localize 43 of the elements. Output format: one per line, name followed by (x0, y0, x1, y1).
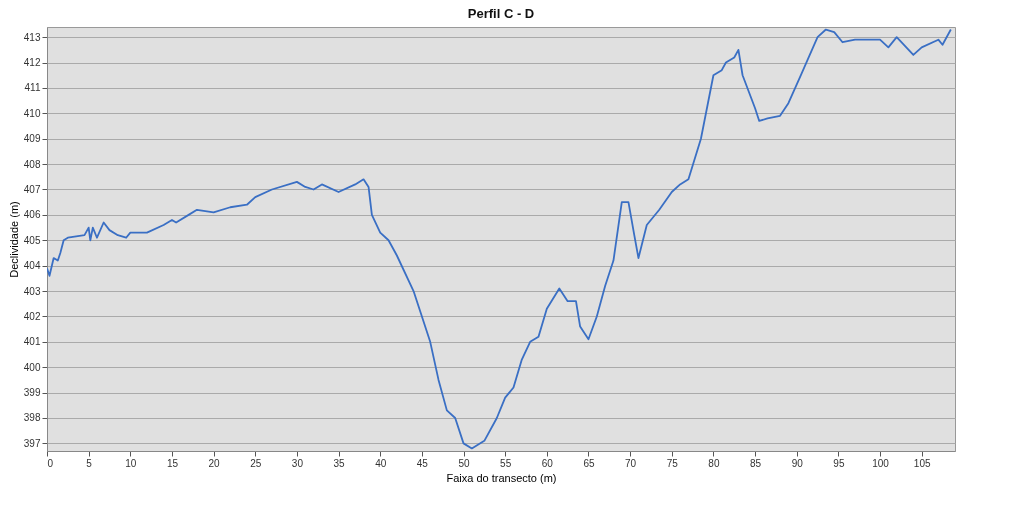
y-tick-label: 403 (23, 285, 41, 297)
y-tick-label: 407 (23, 183, 41, 195)
x-tick-label: 75 (666, 457, 679, 469)
x-tick-label: 0 (47, 457, 54, 469)
x-tick-label: 50 (458, 457, 471, 469)
y-tick-label: 401 (23, 336, 41, 348)
y-tick-label: 399 (23, 387, 41, 399)
x-axis-title: Faixa do transecto (m) (446, 471, 557, 484)
y-tick-label: 406 (23, 209, 41, 221)
x-tick-label: 60 (541, 457, 554, 469)
y-tick-label: 413 (23, 31, 41, 43)
y-tick-label: 405 (23, 234, 41, 246)
y-tick-label: 410 (23, 107, 41, 119)
x-tick-label: 105 (913, 457, 931, 469)
chart-title: Perfil C - D (467, 6, 535, 21)
x-tick-label: 90 (791, 457, 804, 469)
y-axis-title: Declividade (m) (7, 201, 20, 278)
x-tick-label: 5 (86, 457, 93, 469)
x-tick-label: 100 (872, 457, 890, 469)
x-tick-label: 55 (500, 457, 512, 469)
y-tick-label: 402 (23, 310, 41, 322)
y-tick-label: 411 (24, 82, 41, 94)
x-tick-label: 45 (416, 457, 429, 469)
x-tick-label: 10 (125, 457, 137, 469)
x-tick-label: 15 (166, 457, 179, 469)
x-tick-label: 80 (708, 457, 720, 469)
y-tick-label: 400 (23, 361, 41, 373)
x-tick-label: 85 (750, 457, 762, 469)
y-tick-label: 412 (23, 57, 41, 69)
x-tick-label: 65 (583, 457, 595, 469)
line-series (47, 28, 952, 450)
x-tick-label: 95 (833, 457, 845, 469)
y-tick-label: 397 (23, 437, 41, 449)
x-tick-label: 40 (375, 457, 387, 469)
x-tick-label: 25 (250, 457, 262, 469)
x-tick-label: 20 (208, 457, 221, 469)
y-tick-label: 408 (23, 158, 41, 170)
x-tick-label: 35 (333, 457, 346, 469)
y-tick-label: 409 (23, 133, 41, 145)
x-tick-label: 30 (291, 457, 304, 469)
x-tick-label: 70 (625, 457, 637, 469)
y-tick-label: 398 (23, 412, 41, 424)
y-tick-label: 404 (23, 260, 41, 272)
